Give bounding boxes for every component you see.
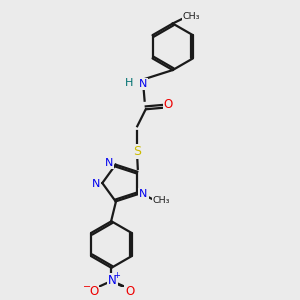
Text: N: N — [139, 189, 148, 200]
Text: −: − — [83, 281, 91, 292]
Text: N: N — [108, 274, 117, 287]
Text: +: + — [114, 271, 121, 280]
Text: S: S — [133, 145, 141, 158]
Text: N: N — [92, 179, 100, 189]
Text: N: N — [105, 158, 114, 168]
Text: H: H — [125, 77, 134, 88]
Text: O: O — [89, 285, 98, 298]
Text: CH₃: CH₃ — [152, 196, 170, 205]
Text: O: O — [164, 98, 173, 112]
Text: CH₃: CH₃ — [182, 13, 200, 22]
Text: N: N — [139, 79, 147, 89]
Text: O: O — [125, 285, 134, 298]
